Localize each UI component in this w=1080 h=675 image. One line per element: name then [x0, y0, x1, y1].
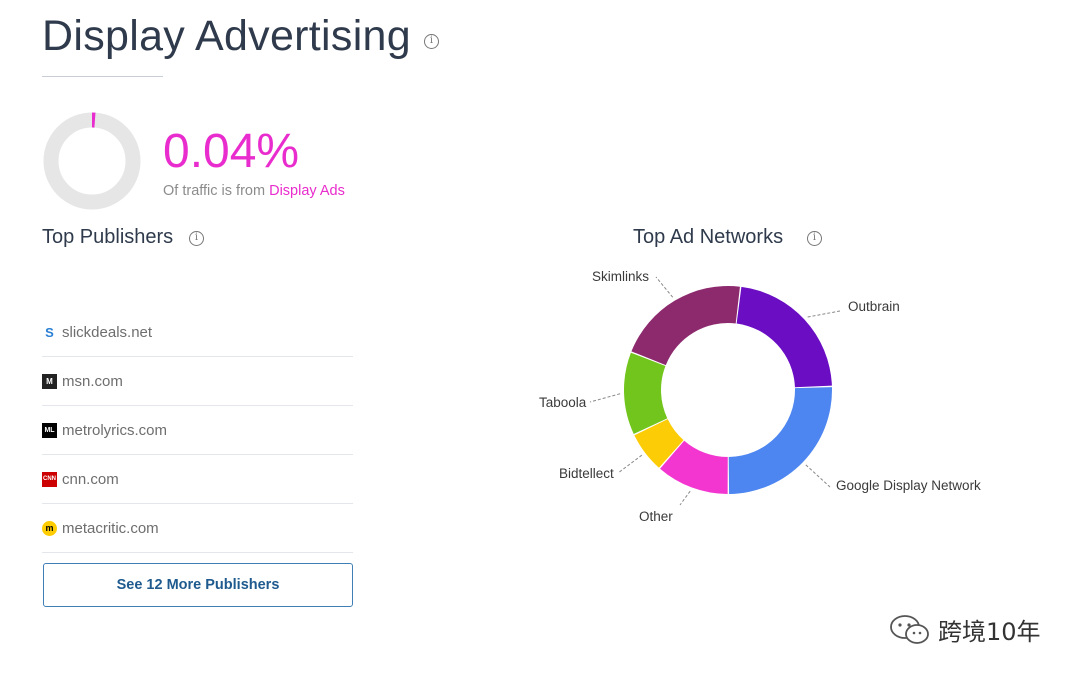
leader-line — [805, 464, 831, 488]
donut-label-other: Other — [639, 509, 673, 524]
traffic-share-value: 0.04% — [163, 125, 300, 178]
publisher-row[interactable]: S slickdeals.net — [42, 308, 353, 357]
donut-label-google-display-network: Google Display Network — [836, 478, 981, 493]
publisher-row[interactable]: m metacritic.com — [42, 504, 353, 553]
watermark-text: 跨境10年 — [938, 618, 1041, 646]
donut-slice-other[interactable] — [660, 440, 728, 494]
leader-line — [655, 276, 674, 298]
top-ad-networks-title: Top Ad Networks — [633, 226, 784, 248]
publisher-row[interactable]: ML metrolyrics.com — [42, 406, 353, 455]
caption-prefix: Of traffic is from — [163, 183, 270, 199]
donut-slice-taboola[interactable] — [624, 352, 668, 434]
publisher-name[interactable]: msn.com — [62, 372, 123, 390]
traffic-share-ring — [43, 112, 141, 210]
display-ads-highlight: Display Ads — [269, 183, 345, 199]
leader-line — [617, 454, 643, 474]
donut-slice-google-display-network[interactable] — [728, 387, 832, 494]
ring-fill — [43, 112, 141, 210]
donut-slice-bidtellect[interactable] — [634, 419, 684, 468]
traffic-share-caption: Of traffic is from Display Ads — [163, 183, 345, 199]
page-title: Display Advertising — [42, 12, 411, 60]
info-icon[interactable]: i — [189, 231, 204, 246]
metacritic-favicon-icon: m — [42, 520, 57, 536]
donut-label-taboola: Taboola — [539, 395, 587, 410]
wechat-icon — [890, 614, 929, 644]
donut-slice-skimlinks[interactable] — [631, 286, 740, 366]
ring-track — [43, 112, 141, 210]
top-publishers-title: Top Publishers — [42, 226, 174, 248]
info-icon[interactable]: i — [807, 231, 822, 246]
info-icon[interactable]: i — [424, 34, 439, 49]
publisher-name[interactable]: cnn.com — [62, 470, 119, 488]
publisher-name[interactable]: metacritic.com — [62, 519, 159, 537]
donut-slice-outbrain[interactable] — [736, 286, 832, 388]
metrolyrics-favicon-icon: ML — [42, 422, 57, 438]
leader-line — [807, 310, 841, 318]
donut-label-bidtellect: Bidtellect — [559, 466, 614, 481]
donut-label-outbrain: Outbrain — [848, 299, 900, 314]
leader-line — [679, 490, 691, 506]
cnn-favicon-icon: CNN — [42, 471, 57, 487]
publisher-name[interactable]: metrolyrics.com — [62, 421, 168, 439]
publisher-row[interactable]: M msn.com — [42, 357, 353, 406]
ad-networks-donut-chart: Outbrain Google Display Network Other Bidte… — [539, 269, 981, 524]
slickdeals-favicon-icon: S — [45, 324, 54, 340]
donut-label-skimlinks: Skimlinks — [592, 269, 649, 284]
watermark: 跨境10年 — [888, 612, 1041, 647]
msn-favicon-icon: M — [42, 373, 57, 389]
leader-line — [589, 393, 621, 403]
publisher-row[interactable]: CNN cnn.com — [42, 455, 353, 504]
see-more-publishers-button[interactable]: See 12 More Publishers — [43, 563, 353, 607]
title-divider — [42, 76, 163, 77]
publisher-list: S slickdeals.net M msn.com ML metrolyric… — [42, 308, 353, 553]
publisher-name[interactable]: slickdeals.net — [62, 323, 153, 341]
